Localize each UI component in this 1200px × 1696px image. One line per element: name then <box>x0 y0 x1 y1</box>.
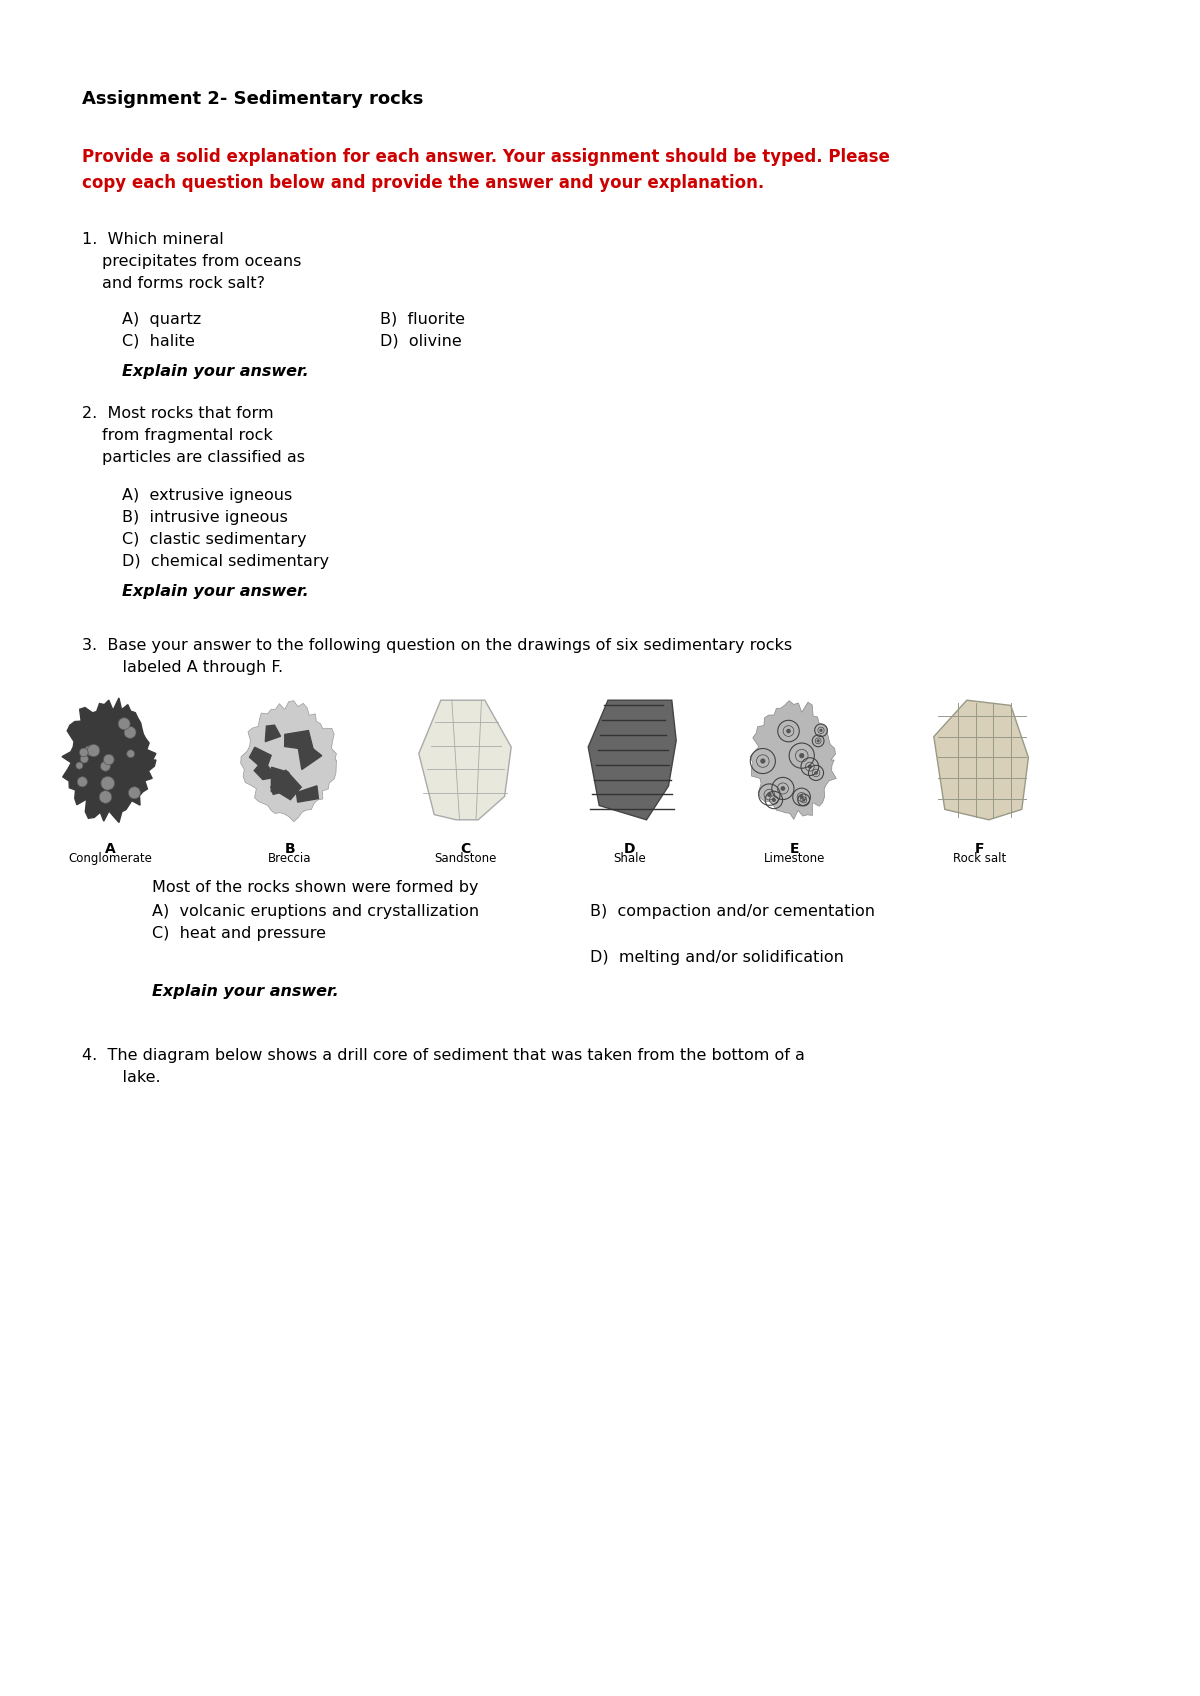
Text: D)  olivine: D) olivine <box>380 334 462 349</box>
Text: Explain your answer.: Explain your answer. <box>122 365 308 378</box>
Circle shape <box>820 729 822 731</box>
Text: Shale: Shale <box>613 851 647 865</box>
Circle shape <box>127 750 134 758</box>
Text: F: F <box>976 841 985 856</box>
Text: C)  heat and pressure: C) heat and pressure <box>152 926 326 941</box>
Circle shape <box>100 790 112 804</box>
Text: Breccia: Breccia <box>269 851 312 865</box>
Polygon shape <box>250 748 271 772</box>
Text: Conglomerate: Conglomerate <box>68 851 152 865</box>
Circle shape <box>773 799 775 801</box>
Circle shape <box>101 777 114 790</box>
Circle shape <box>79 748 88 756</box>
Text: 2.  Most rocks that form: 2. Most rocks that form <box>82 405 274 421</box>
Polygon shape <box>241 700 336 821</box>
Circle shape <box>80 755 89 763</box>
Circle shape <box>124 726 136 738</box>
Text: and forms rock salt?: and forms rock salt? <box>102 276 265 292</box>
Polygon shape <box>299 743 322 770</box>
Polygon shape <box>272 770 301 799</box>
Circle shape <box>128 787 140 799</box>
Text: Provide a solid explanation for each answer. Your assignment should be typed. Pl: Provide a solid explanation for each ans… <box>82 148 890 166</box>
Polygon shape <box>934 700 1028 819</box>
Text: Explain your answer.: Explain your answer. <box>152 984 338 999</box>
Text: Explain your answer.: Explain your answer. <box>122 583 308 599</box>
Text: lake.: lake. <box>102 1070 161 1085</box>
Circle shape <box>781 787 785 790</box>
Text: 4.  The diagram below shows a drill core of sediment that was taken from the bot: 4. The diagram below shows a drill core … <box>82 1048 805 1063</box>
Polygon shape <box>271 778 287 794</box>
Text: C)  halite: C) halite <box>122 334 194 349</box>
Text: B)  intrusive igneous: B) intrusive igneous <box>122 510 288 526</box>
Text: A)  quartz: A) quartz <box>122 312 202 327</box>
Text: Assignment 2- Sedimentary rocks: Assignment 2- Sedimentary rocks <box>82 90 424 109</box>
Text: Limestone: Limestone <box>764 851 826 865</box>
Circle shape <box>809 765 811 768</box>
Circle shape <box>787 729 790 733</box>
Text: C)  clastic sedimentary: C) clastic sedimentary <box>122 533 307 548</box>
Text: Sandstone: Sandstone <box>434 851 496 865</box>
Circle shape <box>815 772 817 773</box>
Circle shape <box>817 739 820 741</box>
Text: C: C <box>460 841 470 856</box>
Circle shape <box>88 745 100 756</box>
Polygon shape <box>588 700 677 819</box>
Polygon shape <box>62 699 156 823</box>
Circle shape <box>76 762 83 770</box>
Circle shape <box>800 795 803 799</box>
Polygon shape <box>271 767 295 792</box>
Text: copy each question below and provide the answer and your explanation.: copy each question below and provide the… <box>82 175 764 192</box>
Circle shape <box>77 777 88 787</box>
Polygon shape <box>296 785 318 802</box>
Text: A: A <box>104 841 115 856</box>
Circle shape <box>803 799 805 801</box>
Text: B: B <box>284 841 295 856</box>
Text: A)  volcanic eruptions and crystallization: A) volcanic eruptions and crystallizatio… <box>152 904 479 919</box>
Circle shape <box>101 762 110 772</box>
Polygon shape <box>284 731 313 751</box>
Text: B)  compaction and/or cementation: B) compaction and/or cementation <box>590 904 875 919</box>
Text: from fragmental rock: from fragmental rock <box>102 427 272 443</box>
Circle shape <box>84 746 94 755</box>
Circle shape <box>103 755 114 765</box>
Polygon shape <box>254 760 276 780</box>
Circle shape <box>118 717 130 729</box>
Circle shape <box>800 753 804 758</box>
Circle shape <box>761 760 764 763</box>
Polygon shape <box>750 700 836 819</box>
Text: E: E <box>791 841 799 856</box>
Text: D: D <box>624 841 636 856</box>
Text: 1.  Which mineral: 1. Which mineral <box>82 232 223 248</box>
Text: 3.  Base your answer to the following question on the drawings of six sedimentar: 3. Base your answer to the following que… <box>82 638 792 653</box>
Text: particles are classified as: particles are classified as <box>102 449 305 465</box>
Polygon shape <box>265 726 281 741</box>
Text: D)  melting and/or solidification: D) melting and/or solidification <box>590 950 844 965</box>
Polygon shape <box>419 700 511 819</box>
Text: D)  chemical sedimentary: D) chemical sedimentary <box>122 555 329 568</box>
Text: A)  extrusive igneous: A) extrusive igneous <box>122 488 293 504</box>
Text: Most of the rocks shown were formed by: Most of the rocks shown were formed by <box>152 880 479 895</box>
Text: labeled A through F.: labeled A through F. <box>102 660 283 675</box>
Circle shape <box>768 794 770 795</box>
Text: B)  fluorite: B) fluorite <box>380 312 466 327</box>
Text: Rock salt: Rock salt <box>953 851 1007 865</box>
Text: precipitates from oceans: precipitates from oceans <box>102 254 301 270</box>
